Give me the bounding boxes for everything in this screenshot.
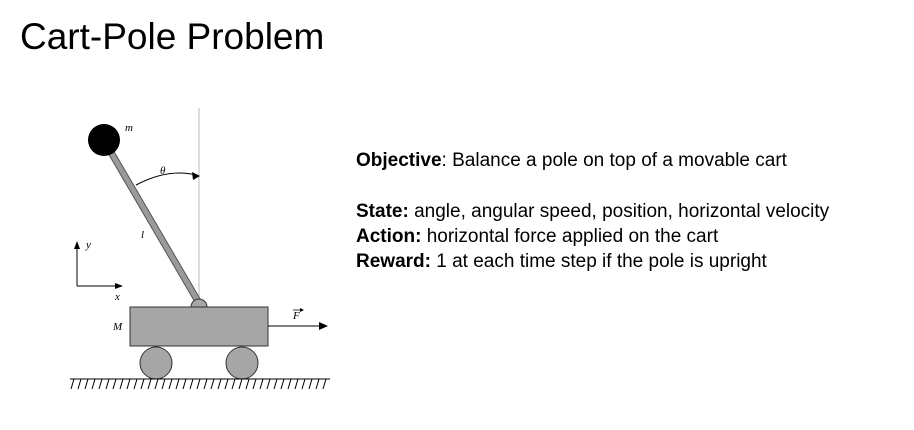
ground-hatching [70,378,327,390]
right-wheel [225,346,259,380]
cart-mass-label: M [112,321,123,333]
problem-description: Objective: Balance a pole on top of a mo… [356,148,829,274]
left-wheel [139,346,173,380]
action-label: Action: [356,226,422,247]
y-axis-arrowhead [74,241,80,249]
objective-label: Objective [356,150,442,171]
force-vector-mark-head [300,308,304,312]
state-value: angle, angular speed, position, horizont… [408,201,830,222]
angle-label: θ [160,165,166,177]
action-value: horizontal force applied on the cart [421,226,719,247]
x-axis-arrowhead [115,283,123,289]
force-label: F [292,310,300,322]
action-line: Action: horizontal force applied on the … [356,224,829,249]
reward-value: 1 at each time step if the pole is uprig… [430,251,767,272]
objective-value: Balance a pole on top of a movable cart [452,150,787,171]
pole-pivot [190,298,208,308]
mass-label: m [125,122,133,134]
angle-arrowhead [192,172,200,180]
x-axis-label: x [114,291,120,303]
cart-body [129,306,269,347]
page-title: Cart-Pole Problem [20,16,325,57]
pendulum-mass [88,124,120,156]
state-line: State: angle, angular speed, position, h… [356,199,829,224]
state-label: State: [356,201,409,222]
reward-line: Reward: 1 at each time step if the pole … [356,249,829,274]
pole-fill [102,139,202,306]
objective-line: Objective: Balance a pole on top of a mo… [356,148,829,173]
force-arrowhead [319,322,328,330]
objective-separator: : [441,150,453,171]
reward-label: Reward: [356,251,431,272]
y-axis-label: y [85,239,91,251]
length-label: l [141,229,144,241]
angle-arc [135,172,197,186]
